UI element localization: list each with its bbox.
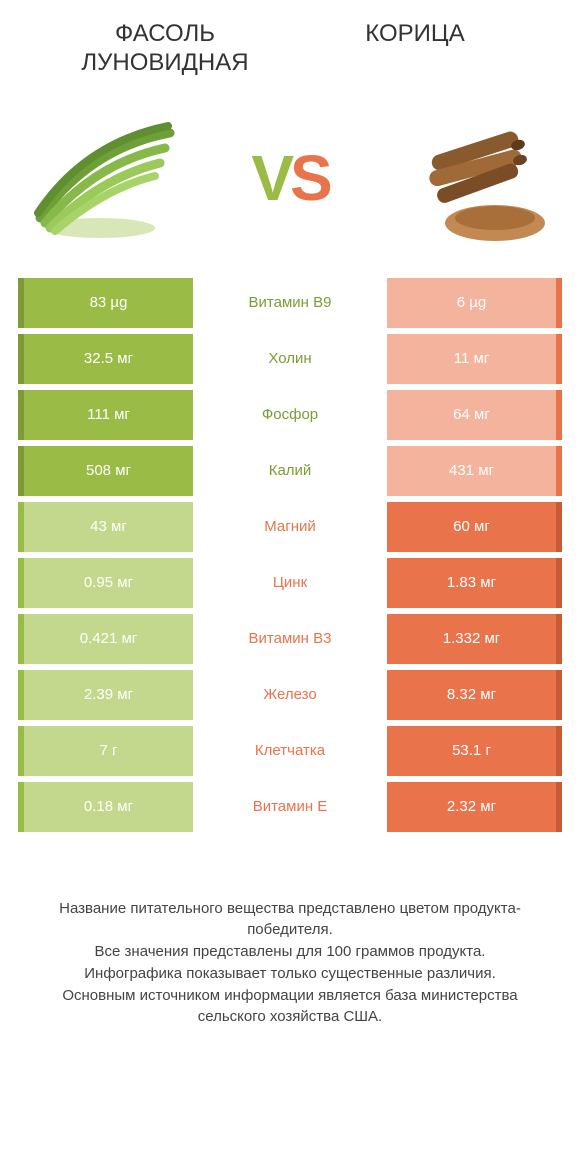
- header: ФАСОЛЬ ЛУНОВИДНАЯ КОРИЦА: [0, 0, 580, 88]
- left-value-cell: 111 мг: [18, 390, 193, 440]
- footer-line: Основным источником информации является …: [30, 985, 550, 1029]
- nutrient-label: Калий: [193, 446, 387, 496]
- table-row: 7 гКлетчатка53.1 г: [18, 726, 562, 776]
- right-value-cell: 6 µg: [387, 278, 562, 328]
- right-value-cell: 8.32 мг: [387, 670, 562, 720]
- footer-line: Название питательного вещества представл…: [30, 898, 550, 942]
- table-row: 83 µgВитамин B96 µg: [18, 278, 562, 328]
- left-value-cell: 32.5 мг: [18, 334, 193, 384]
- vs-label: VS: [251, 141, 328, 215]
- table-row: 43 мгМагний60 мг: [18, 502, 562, 552]
- left-value-cell: 0.421 мг: [18, 614, 193, 664]
- footer-line: Инфографика показывает только существенн…: [30, 963, 550, 985]
- nutrient-label: Витамин E: [193, 782, 387, 832]
- nutrient-label: Цинк: [193, 558, 387, 608]
- footer-line: Все значения представлены для 100 граммо…: [30, 941, 550, 963]
- left-value-cell: 43 мг: [18, 502, 193, 552]
- left-value-cell: 7 г: [18, 726, 193, 776]
- left-value-cell: 0.95 мг: [18, 558, 193, 608]
- nutrient-label: Клетчатка: [193, 726, 387, 776]
- nutrient-label: Фосфор: [193, 390, 387, 440]
- right-product-image: [400, 108, 560, 248]
- left-value-cell: 0.18 мг: [18, 782, 193, 832]
- left-product-title: ФАСОЛЬ ЛУНОВИДНАЯ: [40, 20, 290, 78]
- table-row: 0.95 мгЦинк1.83 мг: [18, 558, 562, 608]
- left-value-cell: 2.39 мг: [18, 670, 193, 720]
- table-row: 111 мгФосфор64 мг: [18, 390, 562, 440]
- table-row: 0.18 мгВитамин E2.32 мг: [18, 782, 562, 832]
- right-product-title: КОРИЦА: [290, 20, 540, 78]
- nutrient-label: Витамин B9: [193, 278, 387, 328]
- table-row: 2.39 мгЖелезо8.32 мг: [18, 670, 562, 720]
- left-product-image: [20, 108, 180, 248]
- nutrient-label: Витамин B3: [193, 614, 387, 664]
- right-value-cell: 11 мг: [387, 334, 562, 384]
- nutrient-label: Холин: [193, 334, 387, 384]
- right-value-cell: 64 мг: [387, 390, 562, 440]
- right-value-cell: 2.32 мг: [387, 782, 562, 832]
- table-row: 0.421 мгВитамин B31.332 мг: [18, 614, 562, 664]
- vs-s: S: [290, 142, 329, 214]
- right-value-cell: 431 мг: [387, 446, 562, 496]
- right-value-cell: 1.83 мг: [387, 558, 562, 608]
- left-value-cell: 83 µg: [18, 278, 193, 328]
- nutrient-label: Магний: [193, 502, 387, 552]
- right-value-cell: 53.1 г: [387, 726, 562, 776]
- vs-row: VS: [0, 88, 580, 278]
- left-value-cell: 508 мг: [18, 446, 193, 496]
- right-value-cell: 1.332 мг: [387, 614, 562, 664]
- nutrient-label: Железо: [193, 670, 387, 720]
- table-row: 508 мгКалий431 мг: [18, 446, 562, 496]
- table-row: 32.5 мгХолин11 мг: [18, 334, 562, 384]
- footer-notes: Название питательного вещества представл…: [0, 838, 580, 1029]
- vs-v: V: [251, 142, 290, 214]
- right-value-cell: 60 мг: [387, 502, 562, 552]
- comparison-table: 83 µgВитамин B96 µg 32.5 мгХолин11 мг 111 …: [0, 278, 580, 832]
